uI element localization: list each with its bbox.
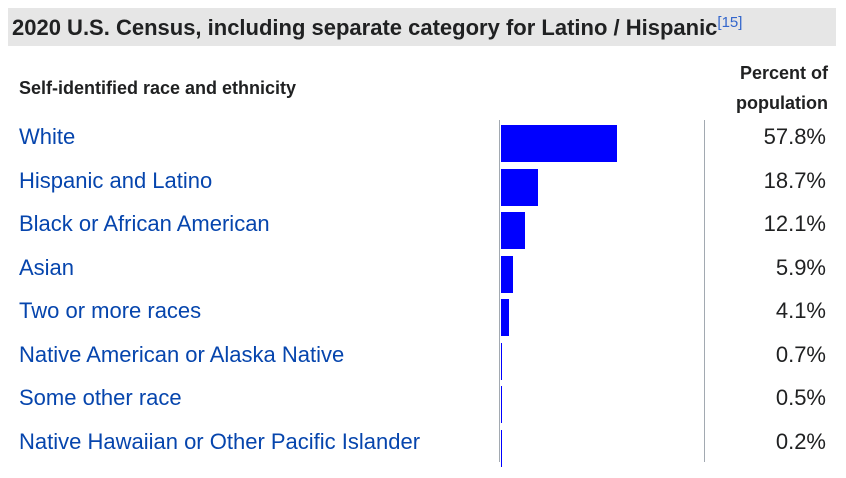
percent-bar (501, 212, 526, 249)
table-row: Native Hawaiian or Other Pacific Islande… (8, 422, 836, 467)
row-percent: 12.1% (763, 211, 826, 236)
row-percent: 0.5% (775, 385, 826, 410)
percent-bar (501, 429, 502, 467)
row-percent: 4.1% (775, 298, 826, 323)
table-row: White 57.8% (8, 117, 836, 162)
percent-bar (501, 125, 617, 162)
percent-bar (501, 342, 503, 380)
row-percent: 5.9% (775, 254, 826, 280)
row-percent: 18.7% (763, 167, 826, 193)
table-row: Black or African American 12.1% (8, 204, 836, 249)
header-percent-line1: Percent of (739, 63, 828, 83)
percent-bar (501, 168, 539, 206)
header-percent: Percent of population (688, 58, 828, 118)
row-label-link[interactable]: Hispanic and Latino (19, 167, 213, 193)
table-row: Two or more races 4.1% (8, 291, 836, 336)
table-body: White 57.8% Hispanic and Latino 18.7% Bl… (8, 114, 836, 467)
row-label-link[interactable]: Native Hawaiian or Other Pacific Islande… (19, 428, 421, 454)
bar-column-left-border (499, 120, 500, 462)
row-percent: 0.7% (775, 341, 826, 367)
census-table: 2020 U.S. Census, including separate cat… (8, 8, 836, 467)
header-percent-line2: population (736, 93, 828, 113)
table-row: Hispanic and Latino 18.7% (8, 161, 836, 206)
citation-ref[interactable]: [15] (717, 14, 742, 31)
row-label-link[interactable]: Black or African American (19, 211, 270, 236)
table-header: Self-identified race and ethnicity Perce… (8, 46, 836, 114)
row-label-link[interactable]: Two or more races (19, 298, 202, 323)
row-label-link[interactable]: Asian (19, 254, 75, 280)
table-row: Native American or Alaska Native 0.7% (8, 335, 836, 380)
citation-link[interactable]: [15] (717, 14, 743, 31)
row-label-link[interactable]: Some other race (19, 385, 182, 410)
percent-bar (501, 386, 502, 423)
percent-bar (501, 255, 513, 293)
percent-bar (501, 299, 510, 336)
row-percent: 0.2% (775, 428, 826, 454)
table-row: Asian 5.9% (8, 248, 836, 293)
bar-column-right-border (704, 120, 705, 462)
caption-title: 2020 U.S. Census, including separate cat… (12, 15, 718, 40)
table-caption: 2020 U.S. Census, including separate cat… (8, 8, 836, 46)
row-percent: 57.8% (763, 124, 826, 149)
header-race-ethnicity: Self-identified race and ethnicity (19, 78, 297, 98)
row-label-link[interactable]: White (19, 124, 76, 149)
row-label-link[interactable]: Native American or Alaska Native (19, 341, 345, 367)
table-row: Some other race 0.5% (8, 378, 836, 423)
